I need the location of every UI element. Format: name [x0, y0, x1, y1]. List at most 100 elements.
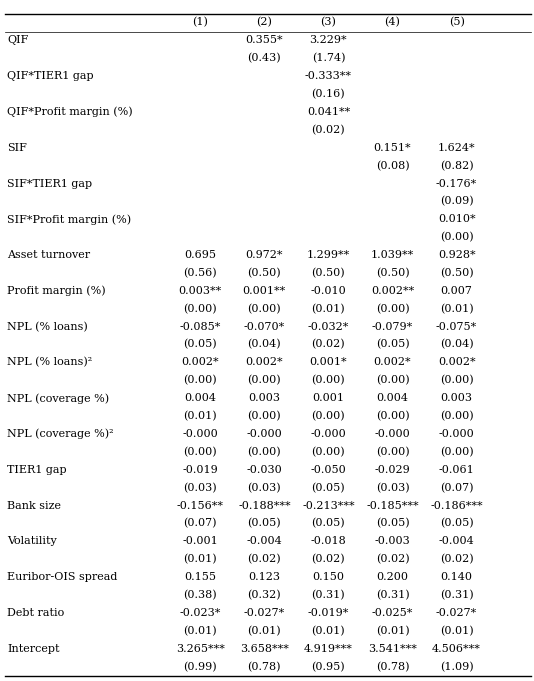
- Text: SIF*Profit margin (%): SIF*Profit margin (%): [7, 214, 131, 225]
- Text: 0.002*: 0.002*: [246, 358, 283, 368]
- Text: 0.041**: 0.041**: [307, 107, 350, 117]
- Text: -0.079*: -0.079*: [372, 321, 413, 332]
- Text: 4.506***: 4.506***: [432, 644, 481, 654]
- Text: (0.00): (0.00): [248, 375, 281, 385]
- Text: -0.061: -0.061: [439, 465, 474, 475]
- Text: -0.075*: -0.075*: [436, 321, 477, 332]
- Text: 0.140: 0.140: [441, 572, 473, 582]
- Text: (0.03): (0.03): [376, 483, 409, 493]
- Text: (0.00): (0.00): [376, 375, 409, 385]
- Text: 0.004: 0.004: [184, 393, 216, 403]
- Text: (0.01): (0.01): [376, 626, 409, 636]
- Text: (0.00): (0.00): [312, 411, 345, 422]
- Text: NPL (coverage %)²: NPL (coverage %)²: [7, 429, 114, 439]
- Text: (0.07): (0.07): [440, 483, 473, 493]
- Text: (0.02): (0.02): [312, 339, 345, 350]
- Text: 0.200: 0.200: [376, 572, 409, 582]
- Text: (0.82): (0.82): [440, 161, 473, 171]
- Text: 0.003**: 0.003**: [179, 286, 222, 296]
- Text: (0.05): (0.05): [312, 483, 345, 493]
- Text: -0.000: -0.000: [375, 429, 410, 439]
- Text: 0.695: 0.695: [184, 250, 216, 260]
- Text: -0.185***: -0.185***: [366, 501, 419, 511]
- Text: (0.00): (0.00): [184, 375, 217, 385]
- Text: Bank size: Bank size: [7, 501, 61, 511]
- Text: 0.003: 0.003: [248, 393, 280, 403]
- Text: (0.43): (0.43): [248, 53, 281, 63]
- Text: (1.74): (1.74): [312, 53, 345, 63]
- Text: (0.56): (0.56): [184, 268, 217, 278]
- Text: (0.16): (0.16): [312, 89, 345, 99]
- Text: 0.155: 0.155: [184, 572, 216, 582]
- Text: (0.01): (0.01): [312, 304, 345, 314]
- Text: (0.00): (0.00): [376, 304, 409, 314]
- Text: Intercept: Intercept: [7, 644, 60, 654]
- Text: 0.002*: 0.002*: [438, 358, 475, 368]
- Text: QIF*Profit margin (%): QIF*Profit margin (%): [7, 107, 133, 117]
- Text: (0.01): (0.01): [440, 304, 473, 314]
- Text: (0.04): (0.04): [248, 339, 281, 350]
- Text: 1.624*: 1.624*: [438, 143, 475, 153]
- Text: -0.030: -0.030: [247, 465, 282, 475]
- Text: (0.00): (0.00): [312, 375, 345, 385]
- Text: -0.070*: -0.070*: [244, 321, 285, 332]
- Text: (0.02): (0.02): [248, 554, 281, 565]
- Text: (0.00): (0.00): [440, 411, 473, 422]
- Text: (0.05): (0.05): [248, 518, 281, 528]
- Text: -0.186***: -0.186***: [430, 501, 483, 511]
- Text: -0.004: -0.004: [247, 537, 282, 546]
- Text: -0.004: -0.004: [439, 537, 474, 546]
- Text: -0.029: -0.029: [375, 465, 410, 475]
- Text: (0.05): (0.05): [184, 339, 217, 350]
- Text: (0.05): (0.05): [376, 339, 409, 350]
- Text: 3.541***: 3.541***: [368, 644, 417, 654]
- Text: -0.003: -0.003: [375, 537, 410, 546]
- Text: Euribor-OIS spread: Euribor-OIS spread: [7, 572, 118, 582]
- Text: (0.08): (0.08): [376, 161, 409, 171]
- Text: 1.299**: 1.299**: [307, 250, 350, 260]
- Text: SIF: SIF: [7, 143, 27, 153]
- Text: (0.00): (0.00): [248, 447, 281, 457]
- Text: (0.95): (0.95): [312, 661, 345, 671]
- Text: -0.000: -0.000: [439, 429, 474, 439]
- Text: (0.01): (0.01): [312, 626, 345, 636]
- Text: (0.31): (0.31): [312, 590, 345, 600]
- Text: (0.00): (0.00): [440, 375, 473, 385]
- Text: (0.00): (0.00): [184, 447, 217, 457]
- Text: -0.010: -0.010: [311, 286, 346, 296]
- Text: Debt ratio: Debt ratio: [7, 608, 65, 618]
- Text: 0.001**: 0.001**: [243, 286, 286, 296]
- Text: 1.039**: 1.039**: [371, 250, 414, 260]
- Text: Profit margin (%): Profit margin (%): [7, 285, 106, 296]
- Text: 0.972*: 0.972*: [246, 250, 283, 260]
- Text: SIF*TIER1 gap: SIF*TIER1 gap: [7, 178, 92, 189]
- Text: 0.928*: 0.928*: [438, 250, 475, 260]
- Text: (0.31): (0.31): [440, 590, 473, 600]
- Text: (0.00): (0.00): [248, 304, 281, 314]
- Text: (0.04): (0.04): [440, 339, 473, 350]
- Text: (0.09): (0.09): [440, 196, 473, 206]
- Text: (0.32): (0.32): [248, 590, 281, 600]
- Text: (0.00): (0.00): [376, 411, 409, 422]
- Text: 3.658***: 3.658***: [240, 644, 289, 654]
- Text: Volatility: Volatility: [7, 537, 57, 546]
- Text: 0.004: 0.004: [376, 393, 409, 403]
- Text: TIER1 gap: TIER1 gap: [7, 465, 67, 475]
- Text: 0.355*: 0.355*: [246, 35, 283, 46]
- Text: -0.018: -0.018: [311, 537, 346, 546]
- Text: -0.085*: -0.085*: [179, 321, 221, 332]
- Text: (0.05): (0.05): [376, 518, 409, 528]
- Text: (0.02): (0.02): [440, 554, 473, 565]
- Text: (0.50): (0.50): [440, 268, 473, 278]
- Text: (0.05): (0.05): [312, 518, 345, 528]
- Text: -0.000: -0.000: [311, 429, 346, 439]
- Text: (0.00): (0.00): [440, 232, 473, 242]
- Text: -0.000: -0.000: [247, 429, 282, 439]
- Text: 0.001: 0.001: [312, 393, 344, 403]
- Text: (0.50): (0.50): [376, 268, 409, 278]
- Text: 0.151*: 0.151*: [374, 143, 411, 153]
- Text: 0.150: 0.150: [312, 572, 344, 582]
- Text: (3): (3): [320, 18, 336, 28]
- Text: 3.265***: 3.265***: [176, 644, 225, 654]
- Text: (0.38): (0.38): [184, 590, 217, 600]
